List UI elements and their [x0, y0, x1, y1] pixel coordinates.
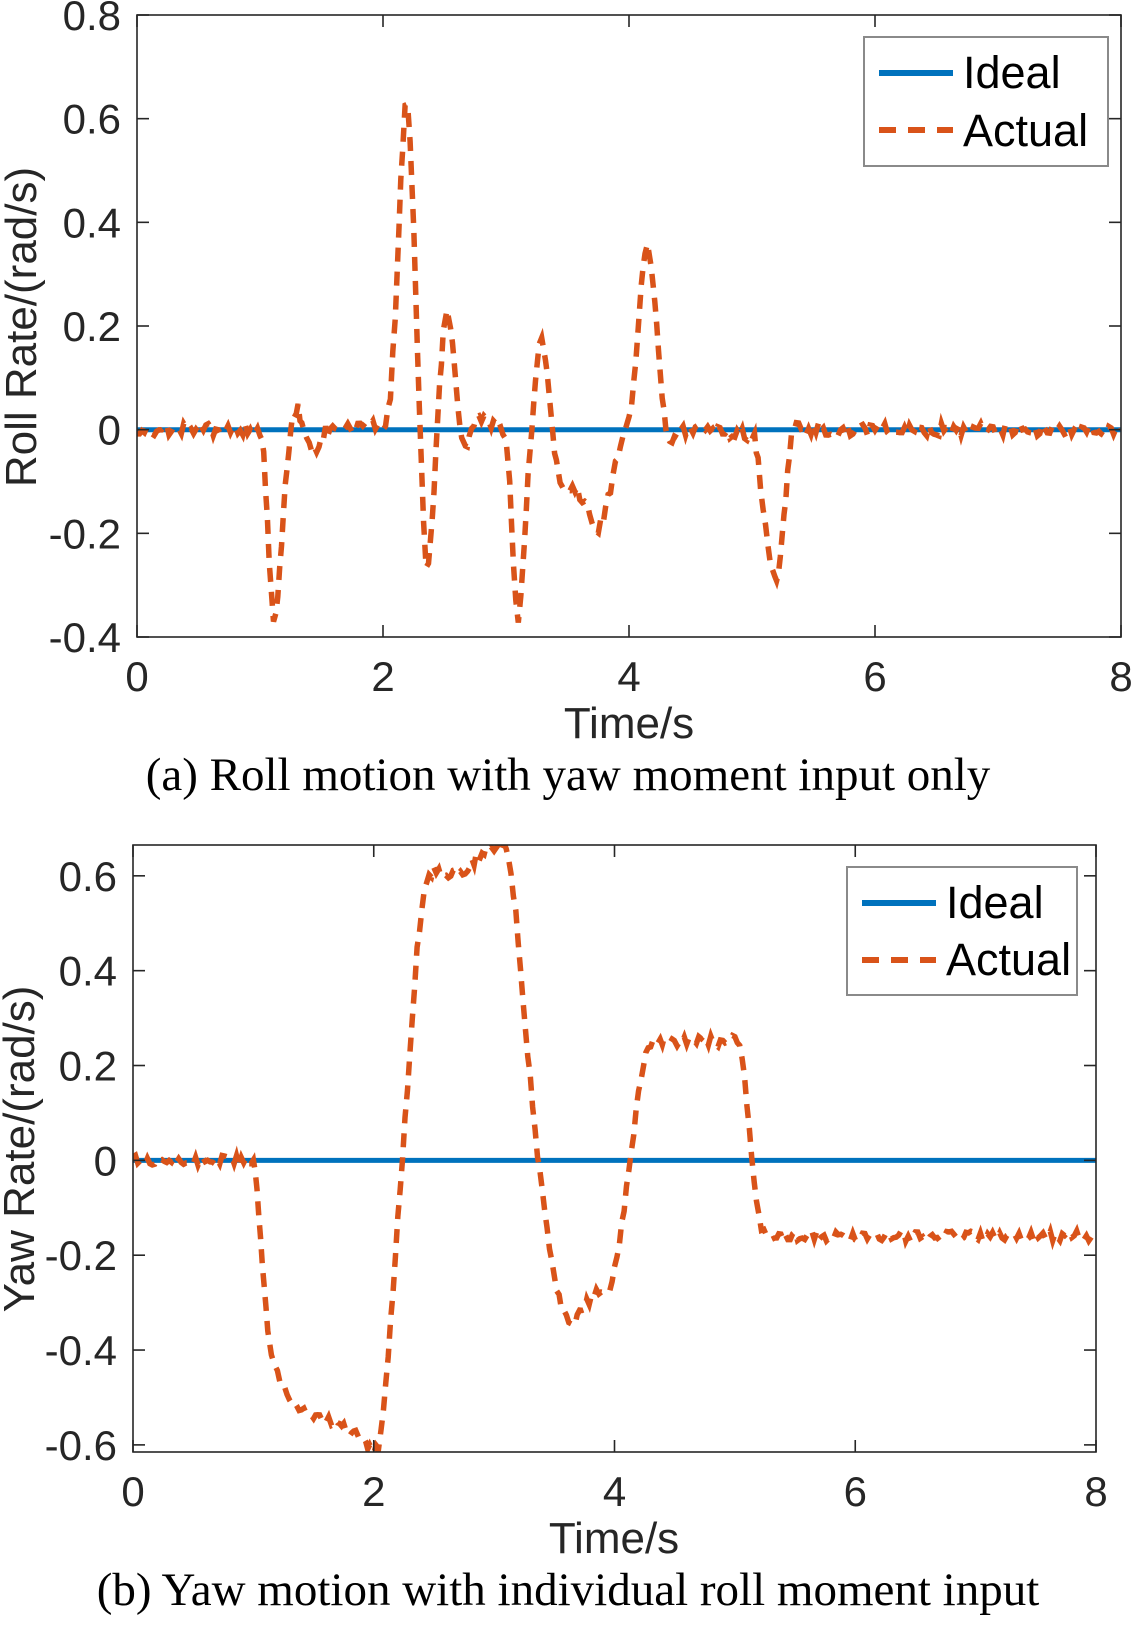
x-tick-label: 4	[617, 653, 640, 700]
x-tick-label: 0	[121, 1468, 144, 1515]
y-tick-label: -0.4	[45, 1327, 117, 1374]
plot-area	[137, 100, 1121, 623]
actual-line-sample	[879, 127, 953, 134]
legend-row-actual: Actual	[862, 937, 1076, 982]
y-tick-label: 0.2	[59, 1043, 117, 1090]
y-tick-label: 0.8	[63, 0, 121, 39]
actual-series-line	[137, 100, 1121, 623]
y-tick-label: 0	[98, 407, 121, 454]
y-tick-label: 0	[94, 1137, 117, 1184]
legend-yaw: Ideal Actual	[846, 866, 1078, 996]
x-tick-label: 2	[362, 1468, 385, 1515]
x-tick-label: 8	[1084, 1468, 1107, 1515]
yaw-y-axis-label: Yaw Rate/(rad/s)	[0, 985, 44, 1313]
roll-y-axis-label: Roll Rate/(rad/s)	[0, 166, 46, 488]
x-tick-label: 8	[1109, 653, 1132, 700]
caption-b: (b) Yaw motion with individual roll mome…	[96, 1564, 1040, 1616]
plot-area	[133, 845, 1096, 1452]
y-tick-label: 0.6	[59, 853, 117, 900]
y-tick-label: 0.2	[63, 303, 121, 350]
legend-label-actual: Actual	[963, 104, 1089, 156]
ideal-line-sample	[862, 899, 936, 906]
y-tick-label: 0.4	[59, 948, 117, 995]
y-tick-label: -0.2	[49, 510, 121, 557]
y-tick-label: -0.4	[49, 614, 121, 661]
y-tick-label: -0.6	[45, 1422, 117, 1469]
legend-label-ideal: Ideal	[946, 877, 1044, 928]
x-tick-label: 4	[603, 1468, 626, 1515]
y-tick-label: 0.4	[63, 199, 121, 246]
legend-row-actual: Actual	[879, 108, 1107, 153]
legend-roll: Ideal Actual	[863, 36, 1109, 167]
x-tick-label: 6	[863, 653, 886, 700]
ideal-line-sample	[879, 69, 953, 76]
legend-label-actual: Actual	[946, 934, 1072, 985]
caption-a: (a) Roll motion with yaw moment input on…	[145, 749, 991, 801]
roll-x-axis-label: Time/s	[563, 699, 695, 748]
actual-line-sample	[862, 956, 936, 963]
yaw-x-axis-label: Time/s	[548, 1514, 680, 1563]
y-tick-label: 0.6	[63, 96, 121, 143]
x-tick-label: 0	[125, 653, 148, 700]
legend-row-ideal: Ideal	[879, 50, 1107, 95]
legend-row-ideal: Ideal	[862, 880, 1076, 925]
x-tick-label: 2	[371, 653, 394, 700]
actual-series-line	[133, 845, 1096, 1452]
legend-label-ideal: Ideal	[963, 47, 1061, 99]
y-tick-label: -0.2	[45, 1232, 117, 1279]
x-tick-label: 6	[844, 1468, 867, 1515]
